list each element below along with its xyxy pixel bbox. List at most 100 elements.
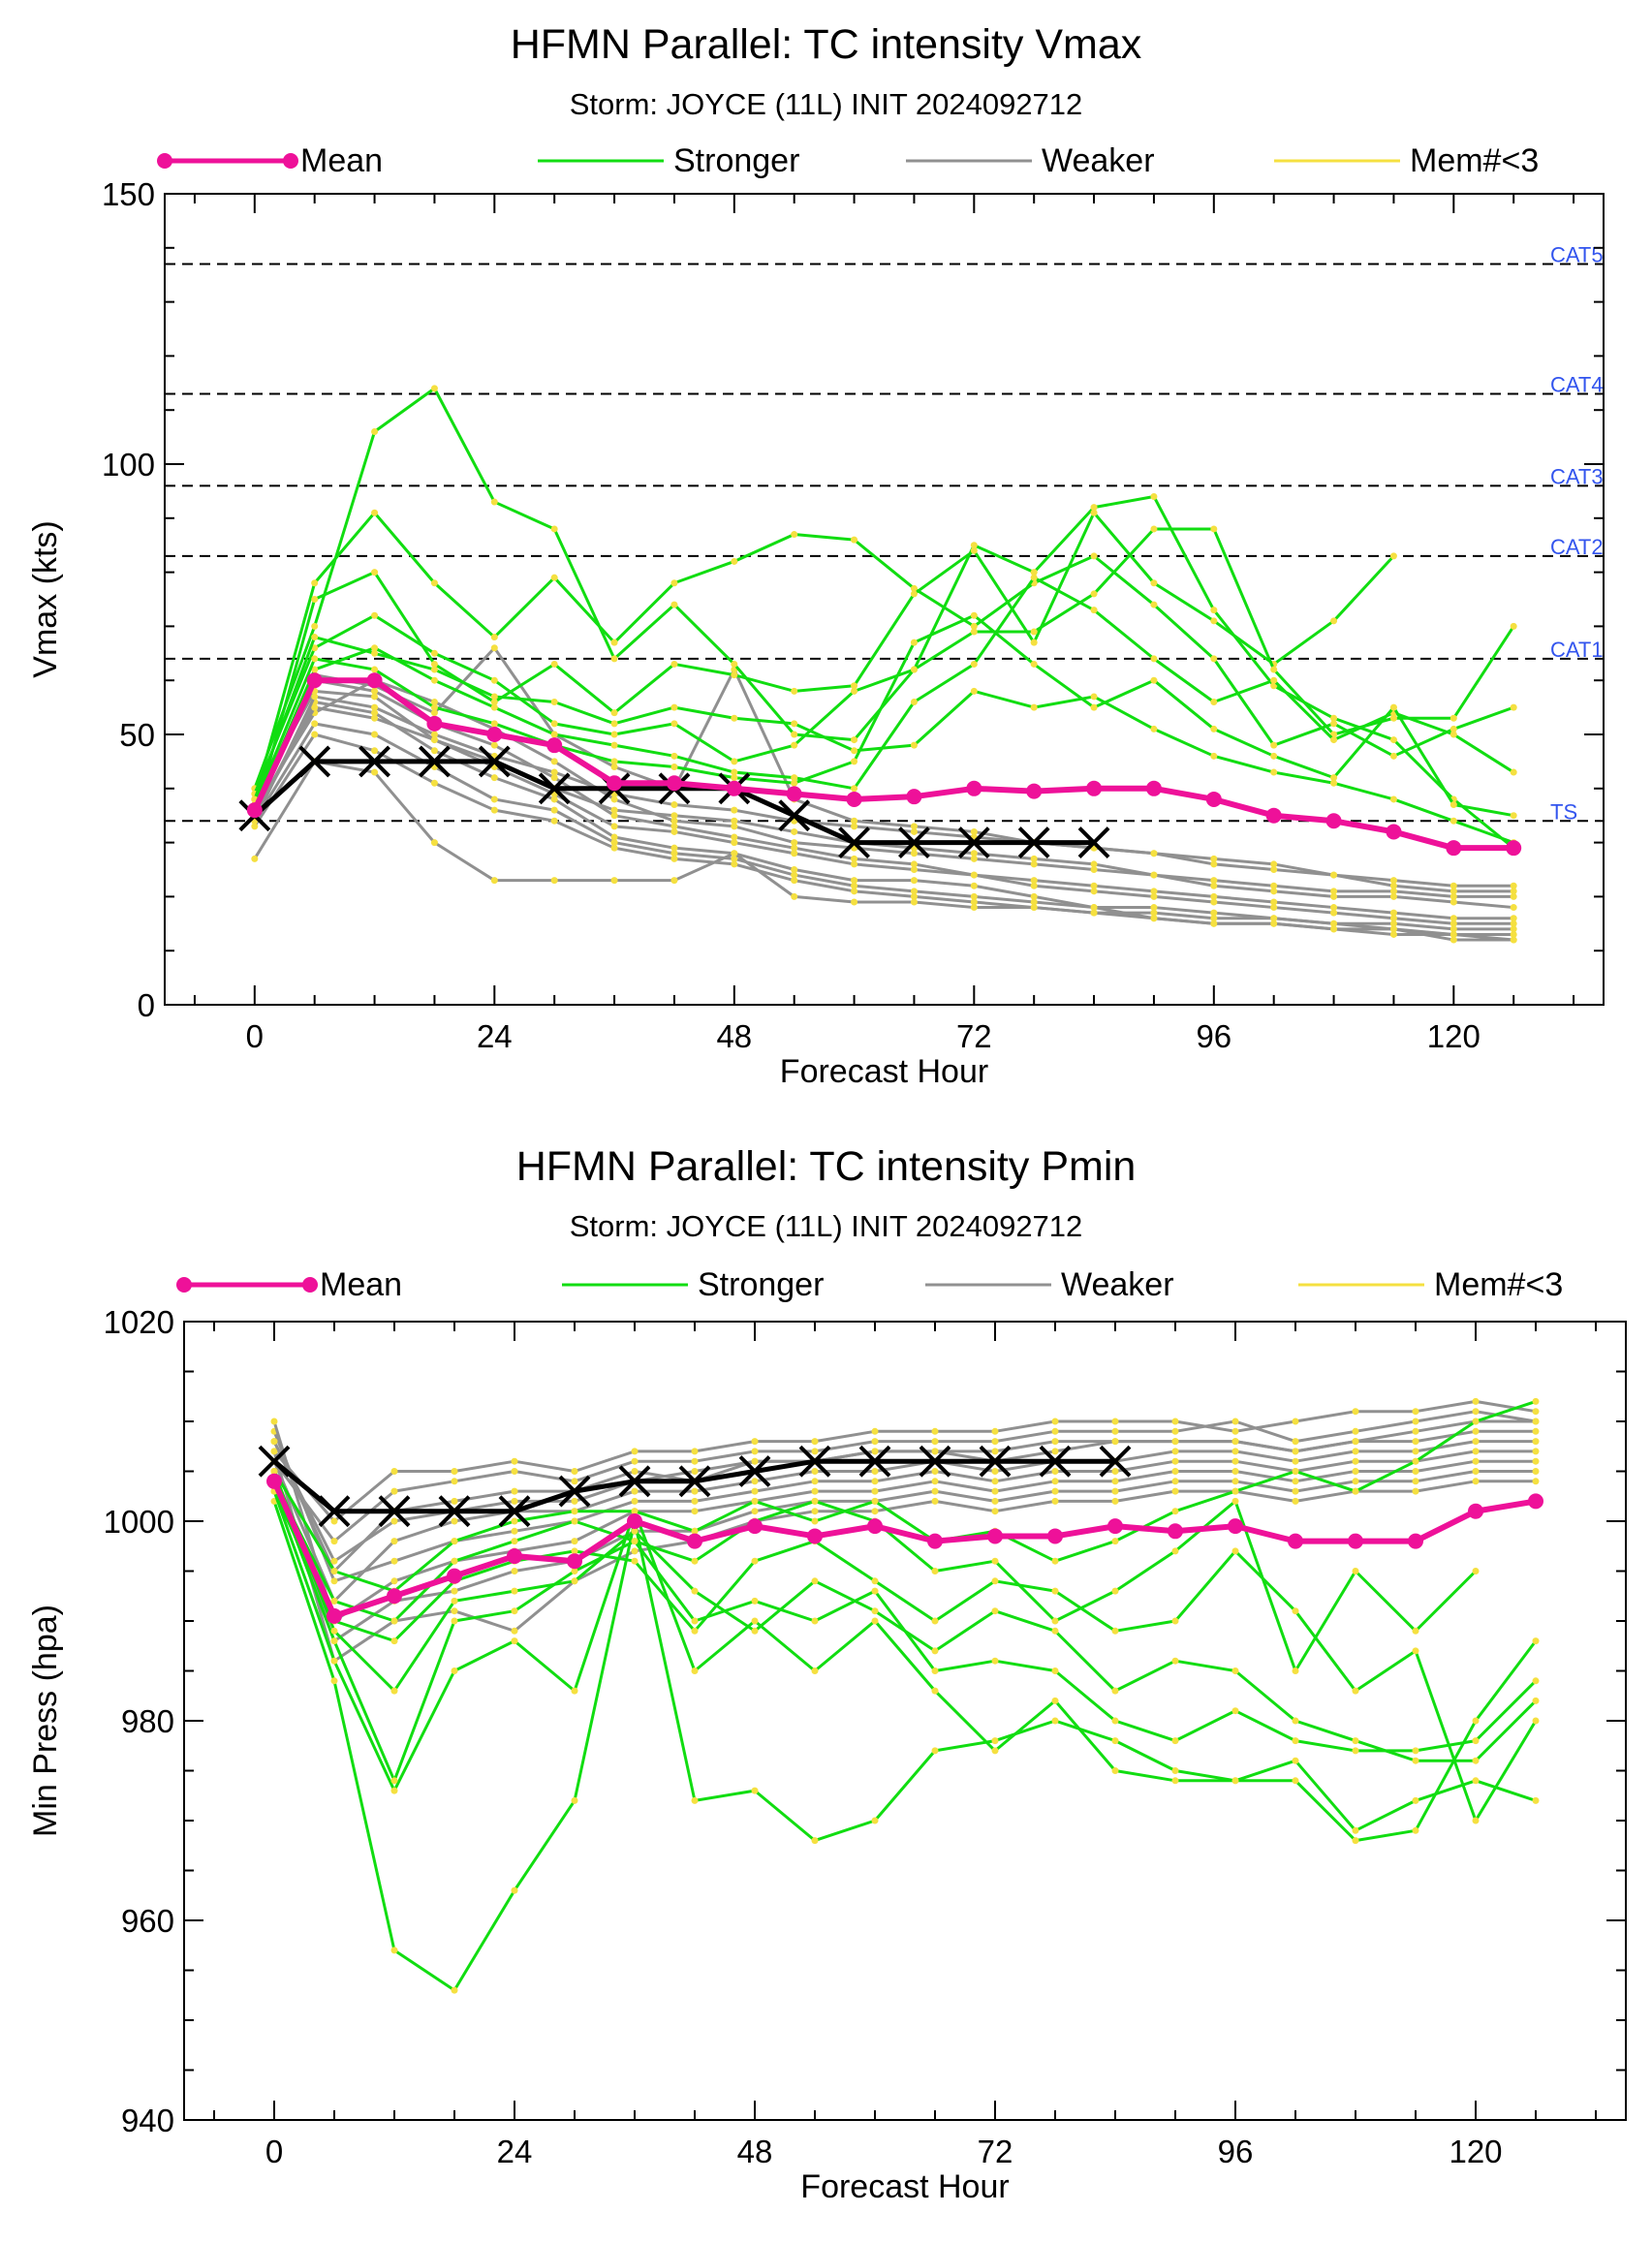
- pmin-member-point: [811, 1448, 819, 1455]
- pmin-member-point: [1412, 1796, 1419, 1804]
- vmax-member-point: [1090, 888, 1098, 895]
- pmin-member-point: [1352, 1478, 1359, 1485]
- vmax-member-point: [550, 758, 558, 765]
- pmin-member-point: [991, 1577, 999, 1585]
- pmin-member-point: [1472, 1397, 1480, 1405]
- vmax-member-point: [1449, 930, 1457, 938]
- vmax-member-point: [311, 720, 319, 728]
- pmin-member-point: [1111, 1538, 1119, 1545]
- pmin-member-point: [330, 1557, 338, 1565]
- pmin-member-point: [871, 1817, 879, 1824]
- x-marker-stroke: [298, 745, 331, 778]
- pmin-observed-marker: [618, 1465, 651, 1498]
- vmax-member-point: [670, 601, 678, 608]
- pmin-observed-marker: [858, 1445, 891, 1478]
- pmin-member-point: [1472, 1457, 1480, 1465]
- vmax-member-point: [311, 622, 319, 630]
- vmax-member-point: [1449, 731, 1457, 738]
- pmin-member-point: [991, 1497, 999, 1505]
- y-tick-label: 0: [138, 987, 155, 1023]
- pmin-member-point: [451, 1587, 458, 1595]
- x-marker-stroke: [678, 1465, 711, 1498]
- pmin-member-point: [330, 1568, 338, 1574]
- pmin-observed-marker: [258, 1445, 291, 1478]
- vmax-member-point: [610, 720, 618, 728]
- vmax-member-line: [253, 695, 1514, 888]
- vmax-member-point: [970, 850, 978, 857]
- vmax-member-point: [371, 611, 379, 619]
- pmin-member-point: [1111, 1627, 1119, 1635]
- vmax-member-point: [1510, 622, 1517, 630]
- pmin-mean-point: [807, 1528, 823, 1544]
- vmax-member-point: [1510, 888, 1517, 895]
- vmax-member-point: [731, 850, 738, 857]
- vmax-mean-point: [1506, 840, 1522, 857]
- pmin-member-point: [1532, 1677, 1540, 1685]
- pmin-member-point: [991, 1468, 999, 1475]
- pmin-member-point: [931, 1687, 939, 1695]
- vmax-member-point: [550, 877, 558, 885]
- vmax-member-point: [1330, 871, 1338, 879]
- pmin-member-point: [1051, 1587, 1059, 1595]
- pmin-member-point: [1352, 1568, 1359, 1574]
- vmax-member-point: [1150, 676, 1158, 684]
- vmax-member-point: [610, 758, 618, 765]
- vmax-member-point: [1330, 720, 1338, 728]
- vmax-member-point: [1389, 714, 1397, 722]
- pmin-member-point: [691, 1617, 699, 1625]
- vmax-mean-point: [726, 780, 742, 796]
- vmax-member-point: [1210, 525, 1218, 533]
- vmax-member-point: [851, 877, 858, 885]
- vmax-member-point: [1389, 552, 1397, 560]
- vmax-mean-point: [846, 791, 862, 807]
- vmax-member-point: [430, 699, 438, 706]
- pmin-member-point: [451, 1538, 458, 1545]
- x-marker-stroke: [1077, 826, 1110, 859]
- vmax-member-point: [1389, 795, 1397, 803]
- vmax-member-line: [253, 576, 1514, 811]
- vmax-member-point: [1090, 509, 1098, 516]
- pmin-member-point: [811, 1438, 819, 1446]
- vmax-member-point: [1090, 866, 1098, 873]
- pmin-mean-point: [327, 1607, 342, 1624]
- x-marker-stroke: [858, 1445, 891, 1478]
- pmin-observed-marker: [378, 1495, 411, 1528]
- vmax-member-point: [1389, 915, 1397, 922]
- vmax-member-point: [1030, 882, 1038, 889]
- vmax-member-point: [1389, 925, 1397, 933]
- vmax-member-point: [1030, 660, 1038, 668]
- pmin-member-point: [1352, 1837, 1359, 1845]
- pmin-member-point: [631, 1547, 639, 1555]
- pmin-member-line: [272, 1410, 1537, 1543]
- vmax-mean-point: [1325, 813, 1342, 829]
- vmax-member-point: [610, 709, 618, 717]
- vmax-mean-line: [252, 677, 1514, 852]
- pmin-member-point: [1472, 1448, 1480, 1455]
- pmin-member-point: [1051, 1448, 1059, 1455]
- pmin-member-point: [1111, 1438, 1119, 1446]
- pmin-member-point: [1231, 1487, 1239, 1495]
- pmin-member-point: [811, 1517, 819, 1525]
- vmax-member-point: [430, 747, 438, 755]
- vmax-member-point: [1389, 752, 1397, 760]
- vmax-member-point: [910, 877, 918, 885]
- pmin-member-point: [751, 1557, 759, 1565]
- vmax-member-point: [1030, 892, 1038, 900]
- pmin-member-line: [272, 1450, 1536, 1663]
- pmin-member-point: [451, 1557, 458, 1565]
- pmin-mean-point: [567, 1553, 582, 1570]
- pmin-member-point: [631, 1448, 639, 1455]
- pmin-member-point: [511, 1517, 518, 1525]
- vmax-mean-point: [1265, 807, 1282, 824]
- vmax-member-point: [791, 866, 798, 873]
- vmax-member-point: [731, 839, 738, 847]
- vmax-member-point: [1030, 569, 1038, 577]
- y-tick-label: 100: [102, 447, 155, 483]
- vmax-member-point: [1510, 930, 1517, 938]
- vmax-member-point: [1510, 812, 1517, 820]
- pmin-member-point: [991, 1607, 999, 1615]
- pmin-member-point: [511, 1587, 518, 1595]
- pmin-member-point: [691, 1557, 699, 1565]
- pmin-member-point: [1051, 1627, 1059, 1635]
- x-marker-stroke: [738, 1455, 771, 1487]
